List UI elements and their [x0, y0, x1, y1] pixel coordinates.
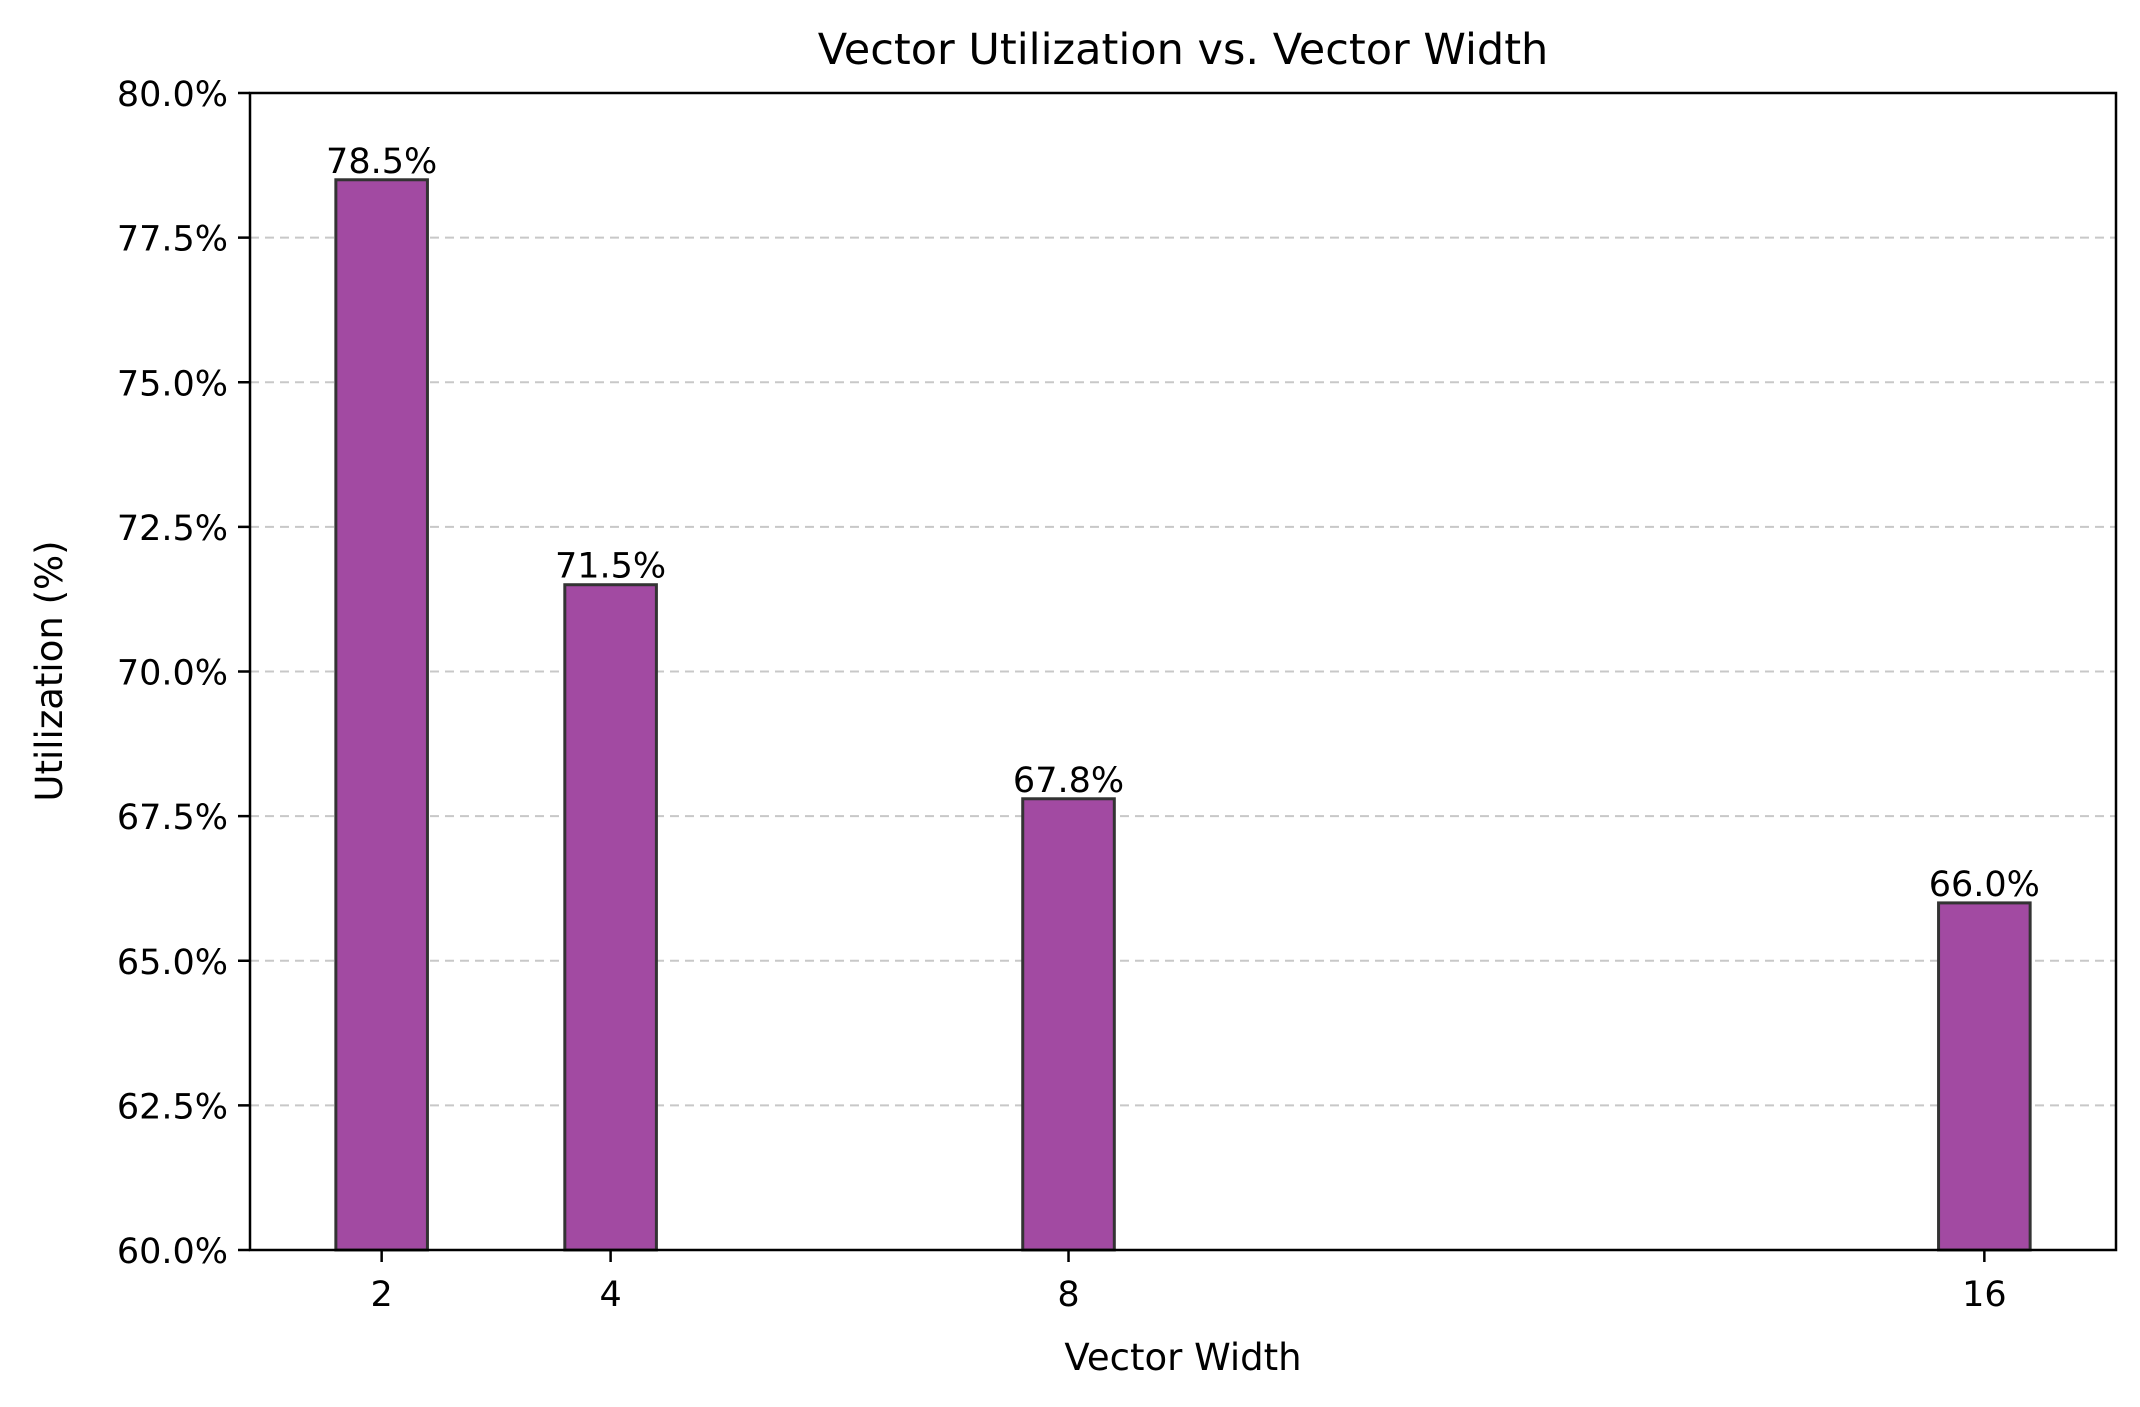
bar-value-label: 66.0% [1929, 865, 2040, 905]
x-axis-label: Vector Width [1064, 1336, 1301, 1379]
x-tick-label: 2 [371, 1275, 393, 1315]
bar-value-label: 67.8% [1013, 761, 1124, 801]
y-axis-ticks: 60.0% 62.5% 65.0% 67.5% 70.0% 72.5% 75.0% 77.5%… [117, 75, 250, 1272]
y-tick-label: 72.5% [117, 509, 228, 549]
bar [1937, 901, 2032, 1252]
y-tick-label: 62.5% [117, 1087, 228, 1127]
chart-title: Vector Utilization vs. Vector Width [818, 25, 1549, 75]
y-tick-label: 80.0% [117, 75, 228, 115]
bar-value-label: 71.5% [555, 547, 666, 587]
y-tick-label: 65.0% [117, 943, 228, 983]
y-tick-label: 75.0% [117, 364, 228, 404]
x-tick-label: 4 [599, 1275, 621, 1315]
x-tick-label: 8 [1057, 1275, 1079, 1315]
y-tick-label: 77.5% [117, 220, 228, 260]
x-tick-label: 16 [1962, 1275, 2007, 1315]
y-tick-label: 67.5% [117, 798, 228, 838]
bar [563, 583, 658, 1252]
bar-value-label: 78.5% [326, 142, 437, 182]
x-axis-ticks: 2 4 8 16 [371, 1250, 2007, 1315]
y-axis-label: Utilization (%) [28, 540, 71, 801]
data-labels: 78.5% 71.5% 67.8% 66.0% [326, 142, 2040, 905]
bar [1021, 797, 1116, 1252]
y-tick-label: 60.0% [117, 1232, 228, 1272]
grid-lines [250, 236, 2116, 1107]
bar [334, 178, 429, 1252]
y-tick-label: 70.0% [117, 654, 228, 694]
